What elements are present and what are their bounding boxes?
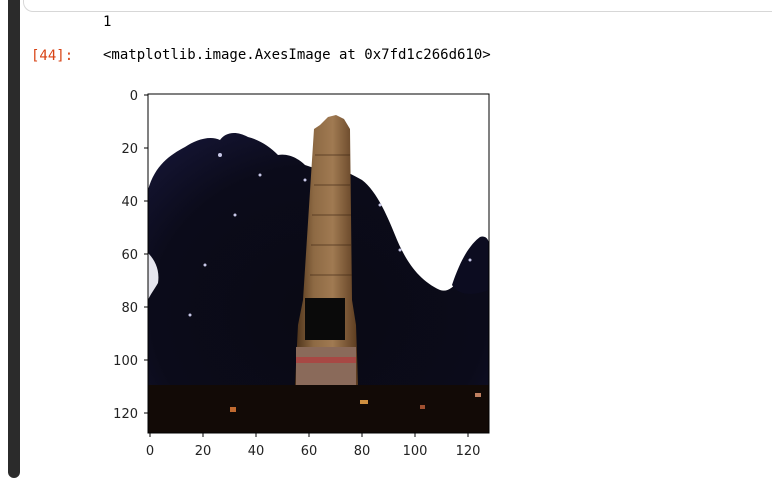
- y-axis: 0 20 40 60 80 100 120: [113, 89, 148, 422]
- cell-selection-bar[interactable]: [8, 0, 20, 478]
- x-tick-label: 40: [248, 444, 265, 459]
- x-tick-label: 120: [456, 444, 481, 459]
- y-tick-label: 100: [113, 354, 138, 369]
- x-tick-label: 0: [146, 444, 154, 459]
- output-prompt: [44]:: [31, 48, 74, 64]
- output-repr-text: <matplotlib.image.AxesImage at 0x7fd1c26…: [103, 47, 491, 63]
- x-tick-label: 100: [403, 444, 428, 459]
- input-area-border: [23, 0, 772, 12]
- y-tick-label: 60: [121, 248, 138, 263]
- image-content: [148, 94, 489, 433]
- x-tick-label: 20: [195, 444, 212, 459]
- matplotlib-figure: 0 20 40 60 80 100 120 0 20 40 60 80 100 …: [113, 89, 490, 459]
- axes-frame: [147, 93, 490, 434]
- y-tick-label: 40: [121, 195, 138, 210]
- stdout-output: 1: [103, 14, 112, 30]
- y-tick-label: 80: [121, 301, 138, 316]
- x-tick-label: 60: [301, 444, 318, 459]
- x-axis: 0 20 40 60 80 100 120: [146, 433, 481, 459]
- y-tick-label: 20: [121, 142, 138, 157]
- y-tick-label: 0: [130, 89, 138, 104]
- x-tick-label: 80: [354, 444, 371, 459]
- y-tick-label: 120: [113, 407, 138, 422]
